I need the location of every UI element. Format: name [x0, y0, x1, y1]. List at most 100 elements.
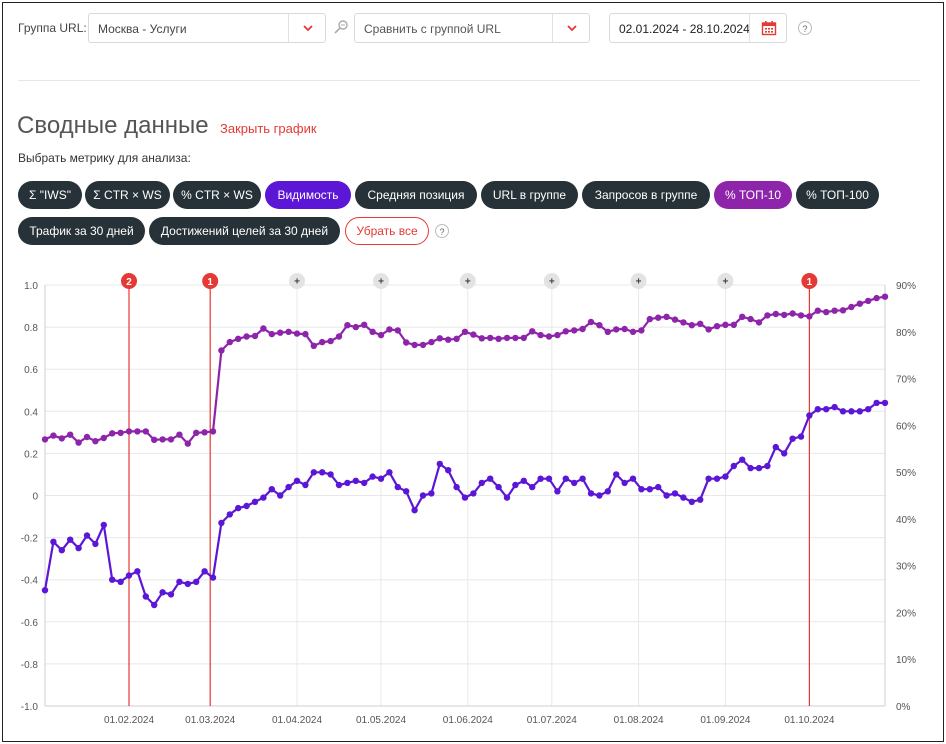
top10-point	[293, 330, 301, 337]
close-chart-link[interactable]: Закрыть график	[220, 121, 317, 136]
top10-point	[487, 334, 494, 342]
help-icon[interactable]: ?	[798, 21, 812, 35]
add-event-marker	[459, 273, 476, 289]
top10-point	[562, 328, 569, 335]
top10-point	[461, 328, 469, 335]
top10-point	[839, 307, 847, 314]
visibility-point	[503, 494, 511, 501]
visibility-point	[335, 481, 343, 489]
top10-point	[100, 434, 108, 442]
top10-point	[335, 333, 343, 340]
metric-iws[interactable]: Σ "IWS"	[18, 181, 82, 209]
calendar-icon[interactable]	[761, 20, 777, 36]
top10-point	[428, 338, 435, 346]
visibility-point	[403, 488, 410, 495]
top10-point	[856, 300, 863, 307]
top10-point	[75, 439, 82, 446]
top10-point	[260, 325, 267, 332]
metric-sum-ctr-ws[interactable]: Σ CTR × WS	[85, 181, 170, 209]
metric-hint: Выбрать метрику для анализа:	[18, 151, 191, 165]
metric-urls-in-group[interactable]: URL в группе	[481, 181, 578, 209]
top10-point	[814, 307, 821, 314]
visibility-point	[856, 408, 863, 415]
metric-pct-ctr-ws[interactable]: % CTR × WS	[173, 181, 261, 209]
y-left-tick-label: -0.2	[21, 534, 39, 545]
y-right-tick-label: 60%	[896, 421, 916, 432]
visibility-point	[50, 538, 57, 545]
metric-queries-in-group[interactable]: Запросов в группе	[582, 181, 710, 209]
top10-point	[310, 342, 317, 349]
x-tick-label: 01.10.2024	[784, 715, 834, 726]
top10-point	[58, 435, 65, 442]
visibility-point	[100, 521, 108, 529]
y-left-tick-label: 1.0	[24, 281, 38, 292]
visibility-point	[445, 467, 452, 474]
visibility-point	[243, 502, 250, 510]
visibility-point	[167, 591, 175, 598]
metric-top10[interactable]: % ТОП-10	[714, 181, 792, 209]
visibility-point	[797, 433, 805, 440]
reset-metrics-button[interactable]: Убрать все	[345, 217, 429, 245]
top10-point	[285, 328, 292, 335]
group-url-select[interactable]: Москва - Услуги	[88, 13, 326, 43]
top10-point	[176, 431, 183, 438]
visibility-point	[705, 475, 712, 482]
top10-point	[386, 326, 393, 333]
top10-point	[671, 316, 679, 323]
add-event-marker	[289, 273, 305, 289]
visibility-point	[747, 464, 754, 472]
visibility-point	[470, 490, 477, 497]
metric-goals-30d[interactable]: Достижений целей за 30 дней	[149, 217, 340, 245]
top10-point	[781, 311, 788, 319]
metric-traffic-30d[interactable]: Трафик за 30 дней	[18, 217, 145, 245]
top10-point	[142, 428, 149, 435]
add-event-marker-label: +	[294, 277, 300, 288]
visibility-point	[428, 490, 435, 497]
visibility-point	[865, 406, 872, 413]
visibility-point	[789, 435, 796, 442]
visibility-point	[151, 601, 158, 609]
visibility-point	[235, 504, 242, 512]
visibility-point	[83, 532, 91, 539]
y-left-tick-label: 0.4	[24, 407, 38, 418]
metric-avg-position[interactable]: Средняя позиция	[355, 181, 477, 209]
visibility-point	[277, 492, 284, 499]
visibility-point	[772, 443, 779, 451]
visibility-point	[201, 568, 208, 575]
top10-point	[831, 307, 838, 314]
top10-point	[67, 431, 74, 438]
group-url-value: Москва - Услуги	[98, 22, 187, 36]
y-right-tick-label: 90%	[896, 281, 916, 292]
visibility-point	[310, 469, 317, 476]
visibility-point	[394, 483, 401, 491]
visibility-point	[554, 488, 561, 495]
visibility-point	[739, 456, 746, 463]
event-marker	[121, 273, 137, 289]
top10-point	[41, 436, 49, 443]
top10-point	[193, 429, 200, 436]
top10-point	[201, 429, 208, 436]
date-range-field[interactable]: 02.01.2024 - 28.10.2024	[609, 13, 787, 43]
metric-visibility[interactable]: Видимость	[265, 181, 351, 209]
help-icon[interactable]: ?	[435, 224, 449, 238]
event-marker-label: 1	[807, 277, 813, 288]
top10-point	[361, 321, 368, 328]
visibility-point	[109, 576, 116, 583]
visibility-point	[848, 408, 855, 415]
top10-point	[529, 328, 536, 335]
x-tick-label: 01.04.2024	[272, 715, 322, 726]
add-event-marker-label: +	[722, 277, 728, 288]
visibility-point	[319, 469, 326, 476]
visibility-line	[43, 401, 885, 607]
top10-point	[604, 328, 611, 335]
y-right-tick-label: 70%	[896, 375, 916, 386]
top10-point	[125, 428, 133, 435]
y-right-tick-label: 50%	[896, 468, 916, 479]
visibility-point	[377, 475, 385, 482]
top10-point	[352, 323, 359, 331]
metric-top100[interactable]: % ТОП-100	[796, 181, 879, 209]
top10-point	[394, 327, 401, 334]
compare-group-select[interactable]: Сравнить с группой URL	[354, 13, 590, 43]
top10-point	[235, 335, 242, 342]
event-marker	[202, 273, 219, 289]
